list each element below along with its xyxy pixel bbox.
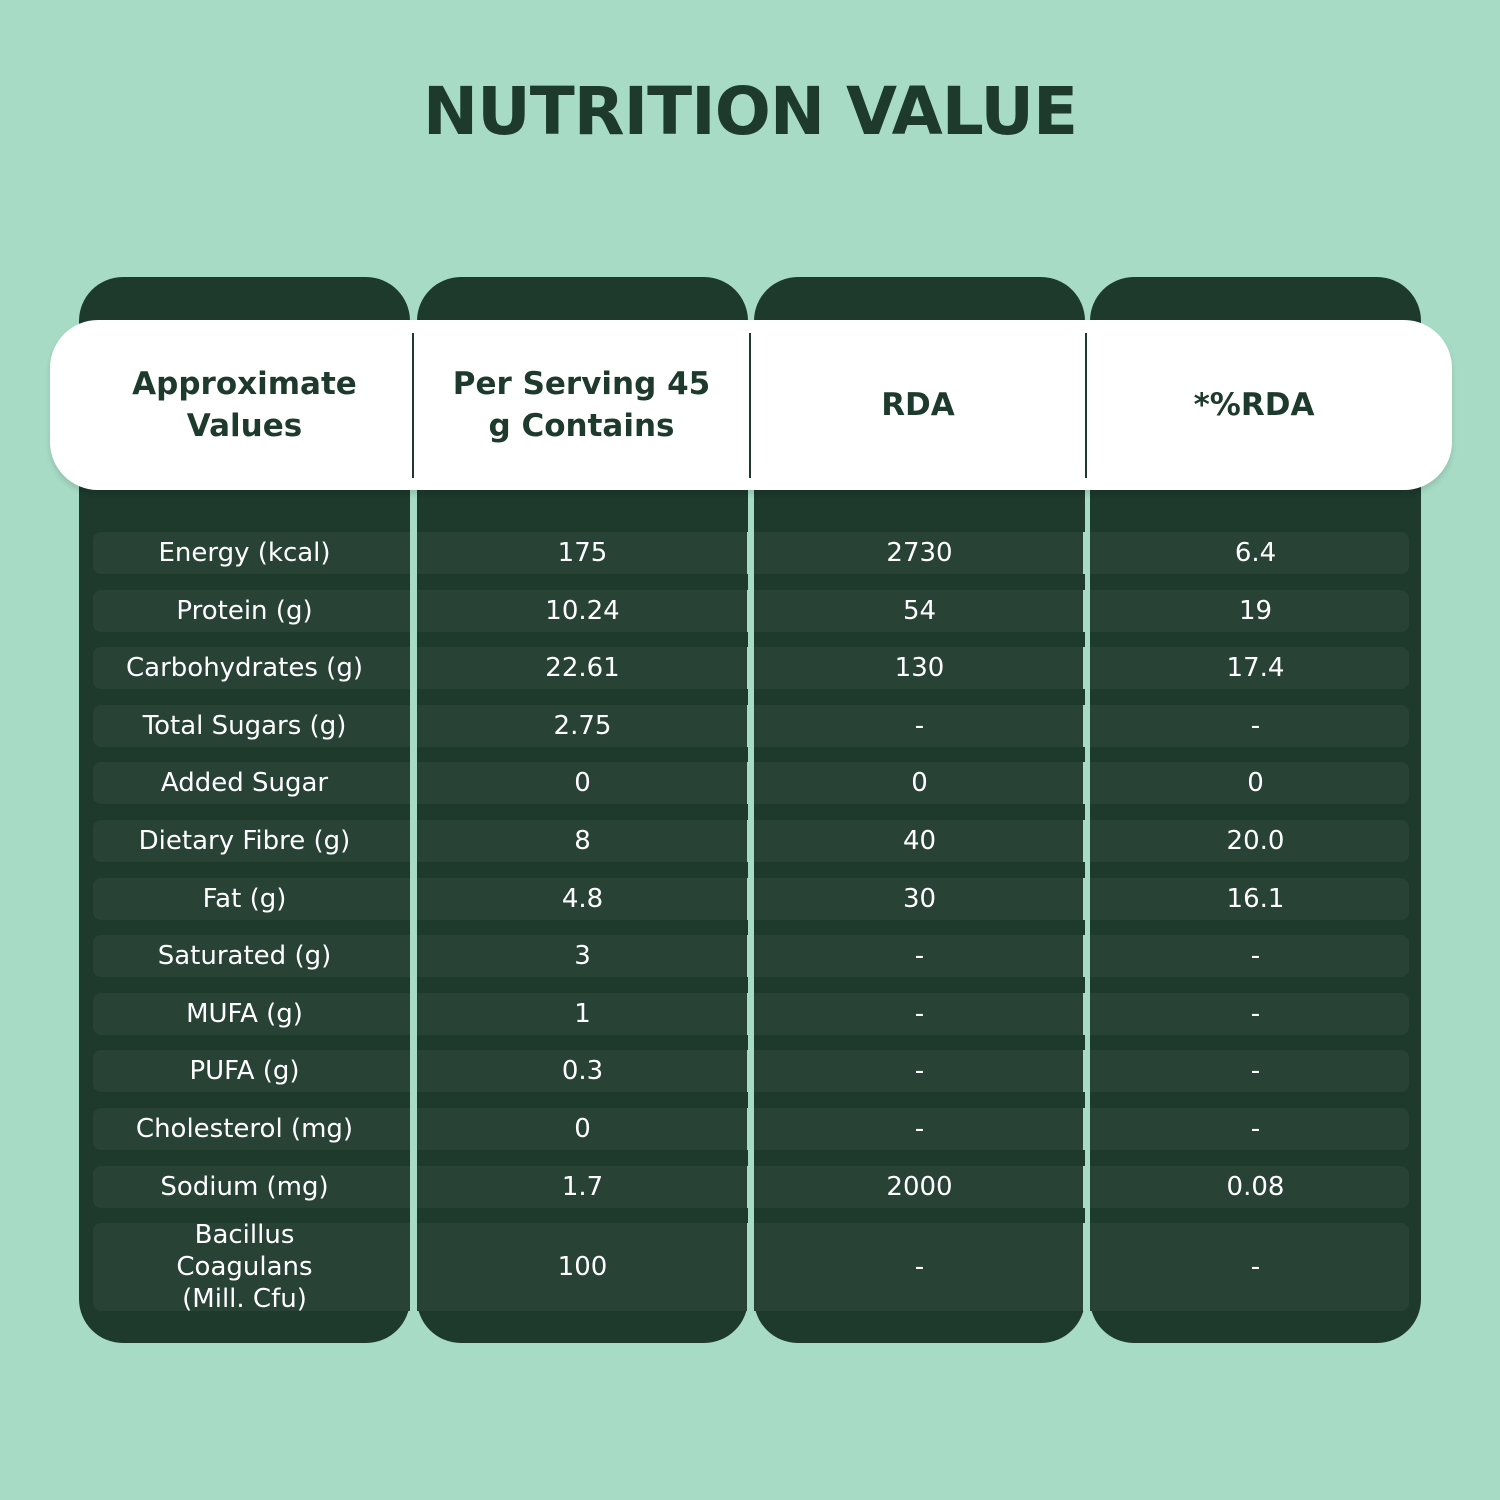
table-row: Saturated (g) 3 - - [93,935,1409,978]
page-title: NUTRITION VALUE [422,73,1078,150]
per-serving-value: 10.24 [545,595,620,626]
nutrient-name: Total Sugars (g) [142,710,347,741]
table-row: Protein (g) 10.24 54 19 [93,589,1409,632]
header-divider [1085,333,1087,478]
rda-value: - [914,1056,925,1087]
percent-rda-value: - [1250,941,1261,972]
rda-value: 0 [911,768,928,799]
table-row: MUFA (g) 1 - - [93,992,1409,1035]
per-serving-value: 0 [574,1113,591,1144]
per-serving-value: 1 [574,998,591,1029]
header-rda: RDA [881,387,955,423]
percent-rda-value: 20.0 [1226,825,1285,856]
table-body: Energy (kcal) 175 2730 6.4 Protein (g) 1… [93,532,1409,1327]
per-serving-value: 175 [557,538,608,568]
nutrient-name: Sodium (mg) [160,1171,329,1202]
table-row: Bacillus Coagulans (Mill. Cfu) 100 - - [93,1220,1409,1314]
percent-rda-value: - [1250,1252,1261,1283]
percent-rda-value: - [1250,710,1261,741]
percent-rda-value: 16.1 [1226,883,1285,914]
rda-value: - [914,1113,925,1144]
rda-value: 40 [902,825,937,856]
percent-rda-value: 6.4 [1234,538,1277,568]
rda-value: 2730 [886,538,953,568]
percent-rda-value: 0.08 [1226,1171,1285,1202]
per-serving-value: 8 [574,825,591,856]
nutrient-name: Carbohydrates (g) [126,653,363,684]
nutrient-name: Protein (g) [176,595,313,626]
nutrient-name: PUFA (g) [189,1056,300,1087]
table-row: Dietary Fibre (g) 8 40 20.0 [93,819,1409,862]
percent-rda-value: - [1250,998,1261,1029]
nutrient-name: Added Sugar [160,768,329,799]
per-serving-value: 100 [557,1252,608,1283]
table-row: Total Sugars (g) 2.75 - - [93,704,1409,747]
rda-value: - [914,710,925,741]
per-serving-value: 3 [574,941,591,972]
nutrient-name: Cholesterol (mg) [135,1113,354,1144]
table-row: Carbohydrates (g) 22.61 130 17.4 [93,647,1409,690]
header-divider [749,333,751,478]
table-row: Fat (g) 4.8 30 16.1 [93,877,1409,920]
table-header [50,320,1452,490]
header-approximate-values: Approximate Values [132,366,357,444]
rda-value: - [914,1252,925,1283]
per-serving-value: 1.7 [561,1171,604,1202]
percent-rda-value: 19 [1238,595,1273,626]
header-divider [412,333,414,478]
table-row: Sodium (mg) 1.7 2000 0.08 [93,1165,1409,1208]
per-serving-value: 0 [574,768,591,799]
rda-value: 30 [902,883,937,914]
table-row: Added Sugar 0 0 0 [93,762,1409,805]
nutrient-name: Bacillus Coagulans (Mill. Cfu) [176,1220,313,1315]
header-percent-rda: *%RDA [1193,387,1315,423]
per-serving-value: 22.61 [545,653,620,684]
per-serving-value: 2.75 [553,710,612,741]
rda-value: 2000 [886,1171,953,1202]
per-serving-value: 4.8 [561,883,604,914]
rda-value: 54 [902,595,937,626]
nutrient-name: Energy (kcal) [158,538,331,568]
rda-value: - [914,941,925,972]
table-row: Energy (kcal) 175 2730 6.4 [93,532,1409,574]
nutrient-name: Saturated (g) [157,941,332,972]
per-serving-value: 0.3 [561,1056,604,1087]
percent-rda-value: 0 [1247,768,1264,799]
percent-rda-value: - [1250,1056,1261,1087]
percent-rda-value: 17.4 [1226,653,1285,684]
rda-value: 130 [894,653,945,684]
nutrient-name: Fat (g) [202,883,287,914]
table-row: Cholesterol (mg) 0 - - [93,1107,1409,1150]
table-row: PUFA (g) 0.3 - - [93,1050,1409,1093]
nutrient-name: Dietary Fibre (g) [138,825,351,856]
nutrient-name: MUFA (g) [186,998,303,1029]
header-per-serving: Per Serving 45 g Contains [452,366,711,444]
percent-rda-value: - [1250,1113,1261,1144]
rda-value: - [914,998,925,1029]
